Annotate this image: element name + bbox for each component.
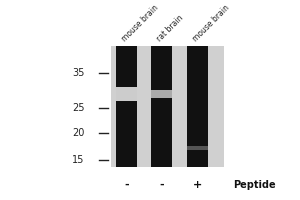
Text: 25: 25 <box>72 103 85 113</box>
Bar <box>116 46 136 167</box>
Text: -: - <box>160 180 164 190</box>
Bar <box>187 46 208 167</box>
Bar <box>187 146 208 150</box>
Text: 20: 20 <box>72 128 85 138</box>
Text: Peptide: Peptide <box>233 180 276 190</box>
Text: rat brain: rat brain <box>155 14 186 44</box>
Text: mouse brain: mouse brain <box>120 4 160 44</box>
Text: 15: 15 <box>72 155 85 165</box>
Text: 35: 35 <box>72 68 85 78</box>
Bar <box>116 87 136 101</box>
Bar <box>152 46 172 167</box>
Bar <box>111 46 224 167</box>
Text: +: + <box>193 180 202 190</box>
Text: mouse brain: mouse brain <box>191 4 231 44</box>
Text: -: - <box>124 180 128 190</box>
Bar <box>152 90 172 98</box>
